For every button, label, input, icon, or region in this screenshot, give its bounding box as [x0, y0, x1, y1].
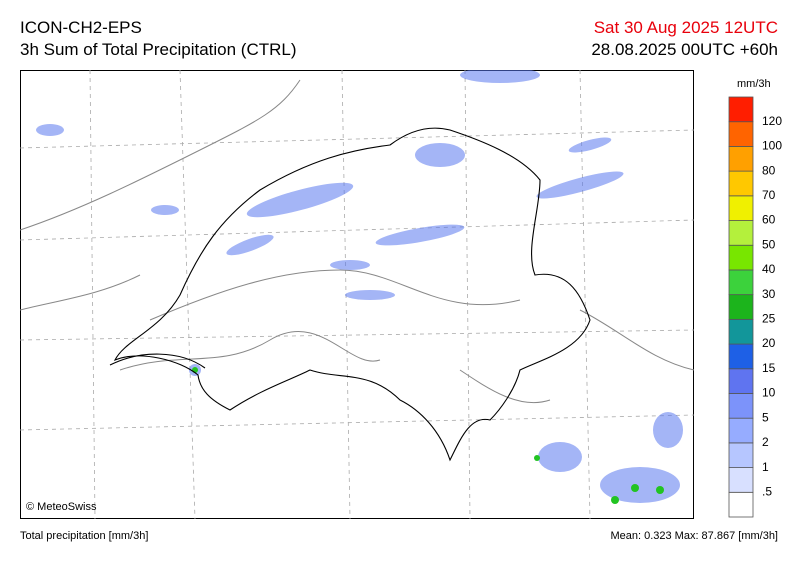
precipitation-peaks	[192, 367, 664, 504]
product-title: ICON-CH2-EPS	[20, 18, 142, 37]
colorbar-label: 10	[762, 386, 776, 400]
colorbar-label: 70	[762, 188, 776, 202]
copyright: © MeteoSwiss	[26, 501, 97, 513]
regional-borders	[20, 79, 694, 404]
colorbar-box	[728, 368, 754, 394]
colorbar-label: 5	[762, 410, 769, 424]
colorbar-box	[728, 244, 754, 271]
colorbar-label: 15	[762, 361, 776, 375]
colorbar-box	[728, 269, 754, 296]
colorbar-box	[728, 146, 754, 172]
colorbar-label: .5	[762, 484, 772, 498]
colorbar-box	[728, 294, 754, 320]
colorbar-box	[728, 170, 754, 197]
colorbar-box	[728, 195, 754, 221]
colorbar-label: 30	[762, 287, 776, 301]
colorbar-label: 2	[762, 435, 769, 449]
product-subtitle: 3h Sum of Total Precipitation (CTRL)	[20, 40, 297, 59]
colorbar-box	[728, 491, 754, 518]
colorbar-box	[728, 220, 754, 246]
footer-stats: Mean: 0.323 Max: 87.867 [mm/3h]	[610, 530, 778, 542]
colorbar-box	[728, 318, 754, 345]
footer-variable: Total precipitation [mm/3h]	[20, 530, 149, 542]
run-time: 28.08.2025 00UTC +60h	[591, 40, 778, 59]
colorbar-label: 20	[762, 336, 776, 350]
colorbar-label: 120	[762, 114, 782, 128]
colorbar-label: 60	[762, 213, 776, 227]
colorbar-box	[728, 96, 754, 123]
map: © MeteoSwiss	[20, 70, 694, 519]
colorbar-label: 1	[762, 460, 769, 474]
colorbar-label: 25	[762, 312, 776, 326]
precipitation	[36, 70, 683, 503]
colorbar-box	[728, 417, 754, 444]
colorbar-label: 80	[762, 163, 776, 177]
colorbar-label: 100	[762, 139, 782, 153]
colorbar-box	[728, 467, 754, 493]
colorbar-box	[728, 393, 754, 419]
colorbar-box	[728, 442, 754, 468]
valid-time: Sat 30 Aug 2025 12UTC	[593, 18, 778, 37]
colorbar-label: 40	[762, 262, 776, 276]
legend-unit: mm/3h	[737, 78, 771, 90]
colorbar-box	[728, 343, 754, 370]
national-border	[109, 127, 591, 462]
colorbar-label: 50	[762, 237, 776, 251]
colorbar-box	[728, 121, 754, 147]
